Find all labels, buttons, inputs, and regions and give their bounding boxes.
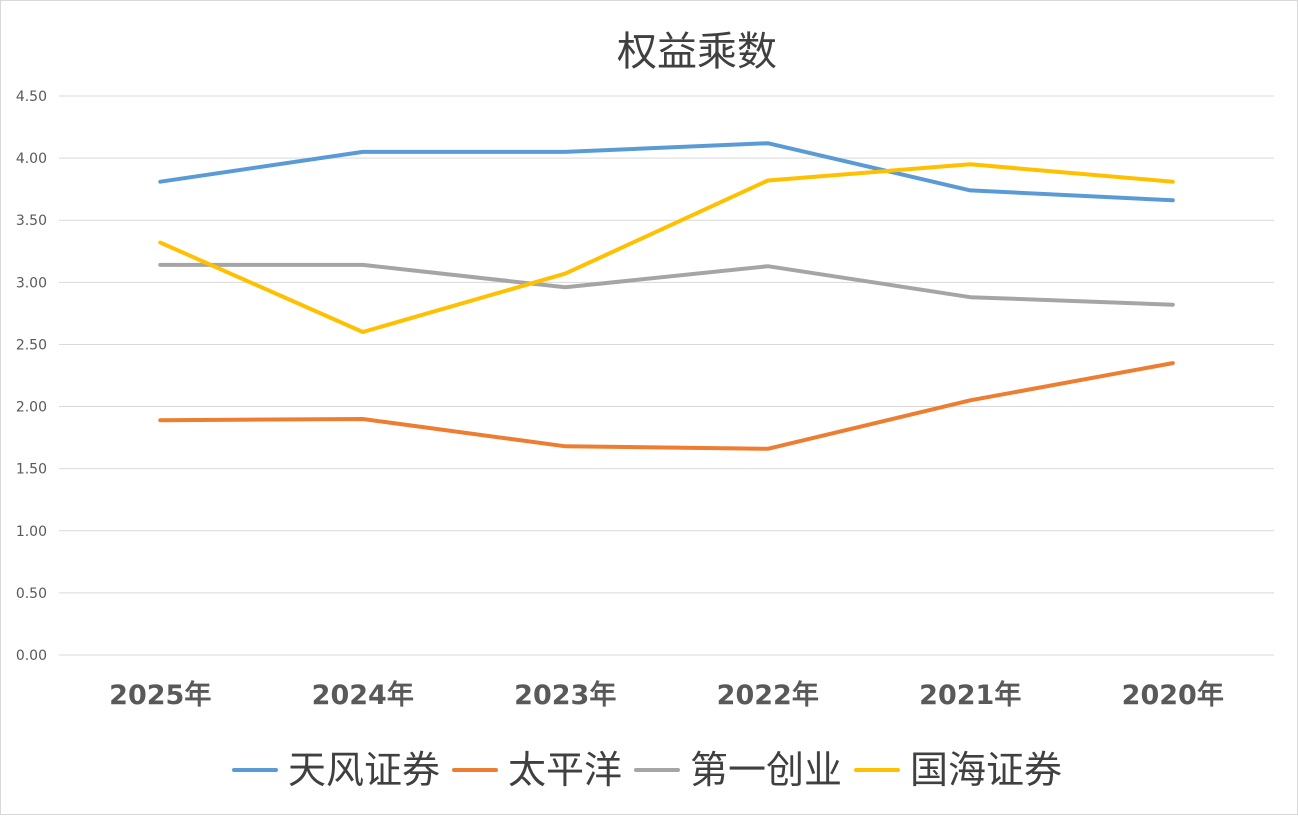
y-tick-label: 3.00 bbox=[16, 275, 47, 291]
y-tick-label: 0.00 bbox=[16, 648, 47, 664]
y-axis-ticks: 0.00 0.50 1.00 1.50 2.00 2.50 3.00 3.50 4.00 4.50 bbox=[16, 89, 47, 664]
x-tick-label: 2021年 bbox=[919, 679, 1021, 711]
x-tick-label: 2023年 bbox=[514, 679, 616, 711]
series-lines bbox=[158, 141, 1175, 451]
y-tick-label: 1.50 bbox=[16, 462, 47, 478]
x-tick-label: 2024年 bbox=[312, 679, 414, 711]
series-line bbox=[158, 162, 1175, 334]
y-tick-label: 2.50 bbox=[16, 337, 47, 353]
legend: 天风证券 太平洋 第一创业 国海证券 bbox=[232, 748, 1062, 792]
x-tick-label: 2022年 bbox=[717, 679, 819, 711]
chart-title: 权益乘数 bbox=[617, 29, 777, 75]
legend-label: 第一创业 bbox=[690, 748, 842, 792]
y-tick-label: 4.50 bbox=[16, 89, 47, 105]
x-tick-label: 2025年 bbox=[109, 679, 211, 711]
y-tick-label: 0.50 bbox=[16, 586, 47, 602]
series-line bbox=[158, 141, 1175, 203]
y-tick-label: 4.00 bbox=[16, 151, 47, 167]
series-line bbox=[158, 361, 1175, 451]
gridlines bbox=[59, 95, 1274, 656]
x-axis-ticks: 2025年 2024年 2023年 2022年 2021年 2020年 bbox=[109, 679, 1224, 711]
y-tick-label: 2.00 bbox=[16, 400, 47, 416]
y-tick-label: 1.00 bbox=[16, 524, 47, 540]
legend-label: 国海证券 bbox=[910, 748, 1062, 792]
legend-label: 太平洋 bbox=[508, 748, 622, 792]
y-tick-label: 3.50 bbox=[16, 213, 47, 229]
x-tick-label: 2020年 bbox=[1122, 679, 1224, 711]
series-line bbox=[158, 262, 1175, 307]
legend-label: 天风证券 bbox=[288, 748, 440, 792]
